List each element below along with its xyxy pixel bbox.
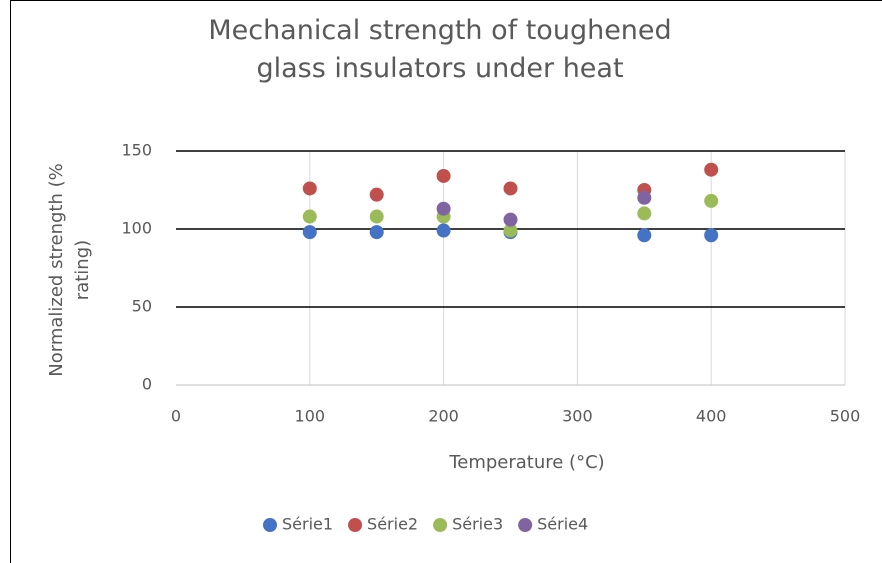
- legend-label: Série3: [452, 515, 503, 534]
- data-point: [369, 225, 384, 240]
- legend-label: Série1: [282, 515, 333, 534]
- data-point: [436, 223, 451, 238]
- x-tick-label: 100: [295, 407, 326, 426]
- legend-label: Série4: [537, 515, 588, 534]
- data-point: [503, 181, 518, 196]
- chart-border: [10, 0, 882, 563]
- data-point: [436, 168, 451, 183]
- data-point: [503, 212, 518, 227]
- data-point: [369, 209, 384, 224]
- x-tick-label: 0: [171, 407, 181, 426]
- data-point: [637, 228, 652, 243]
- legend-marker: [433, 518, 448, 532]
- data-point: [302, 225, 317, 240]
- x-tick-label: 400: [696, 407, 727, 426]
- x-tick-label: 200: [428, 407, 459, 426]
- legend-label: Série2: [367, 515, 418, 534]
- data-point: [637, 206, 652, 221]
- x-axis-label: Temperature (°C): [448, 452, 604, 473]
- data-point: [704, 162, 719, 177]
- y-tick-label: 100: [121, 219, 152, 238]
- chart-title: Mechanical strength of toughened glass i…: [208, 15, 672, 84]
- data-point: [637, 190, 652, 205]
- legend-marker: [263, 518, 277, 532]
- data-point: [302, 181, 317, 196]
- x-tick-label: 300: [562, 407, 593, 426]
- data-point: [302, 209, 317, 224]
- data-point: [704, 228, 719, 243]
- data-point: [503, 223, 518, 238]
- legend-marker: [348, 518, 363, 532]
- data-point: [369, 187, 384, 202]
- y-tick-label: 0: [142, 375, 152, 394]
- y-tick-label: 150: [121, 141, 152, 160]
- y-tick-label: 50: [132, 297, 152, 316]
- data-point: [704, 193, 719, 208]
- y-axis-label: Normalized strength (% rating): [46, 163, 93, 377]
- data-point: [436, 201, 451, 216]
- x-tick-label: 500: [830, 407, 861, 426]
- legend-marker: [518, 518, 533, 532]
